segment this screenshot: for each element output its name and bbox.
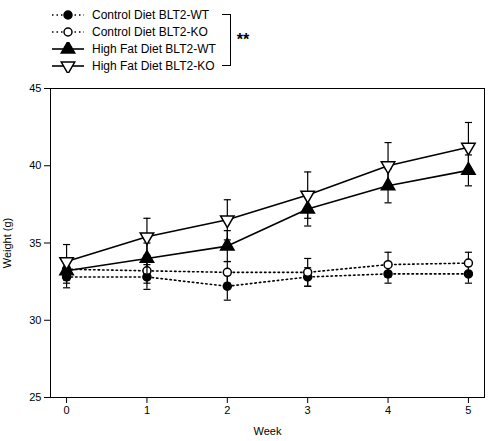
svg-text:45: 45 xyxy=(29,82,41,94)
svg-text:25: 25 xyxy=(29,391,41,403)
html-text:High Fat Diet BLT2-KO: High Fat Diet BLT2-KO xyxy=(92,58,215,73)
svg-text:4: 4 xyxy=(385,404,391,416)
html-text:Control Diet BLT2-WT: Control Diet BLT2-WT xyxy=(92,7,210,22)
svg-text:1: 1 xyxy=(144,404,150,416)
svg-text:5: 5 xyxy=(465,404,471,416)
svg-text:40: 40 xyxy=(29,159,41,171)
html-text:Control Diet BLT2-KO: Control Diet BLT2-KO xyxy=(92,24,208,39)
svg-text:3: 3 xyxy=(305,404,311,416)
svg-text:35: 35 xyxy=(29,237,41,249)
svg-text:Weight (g): Weight (g) xyxy=(1,218,13,269)
svg-text:Week: Week xyxy=(254,425,282,437)
html-text:High Fat Diet BLT2-WT: High Fat Diet BLT2-WT xyxy=(92,41,216,56)
svg-text:2: 2 xyxy=(224,404,230,416)
svg-text:0: 0 xyxy=(64,404,70,416)
svg-text:30: 30 xyxy=(29,314,41,326)
